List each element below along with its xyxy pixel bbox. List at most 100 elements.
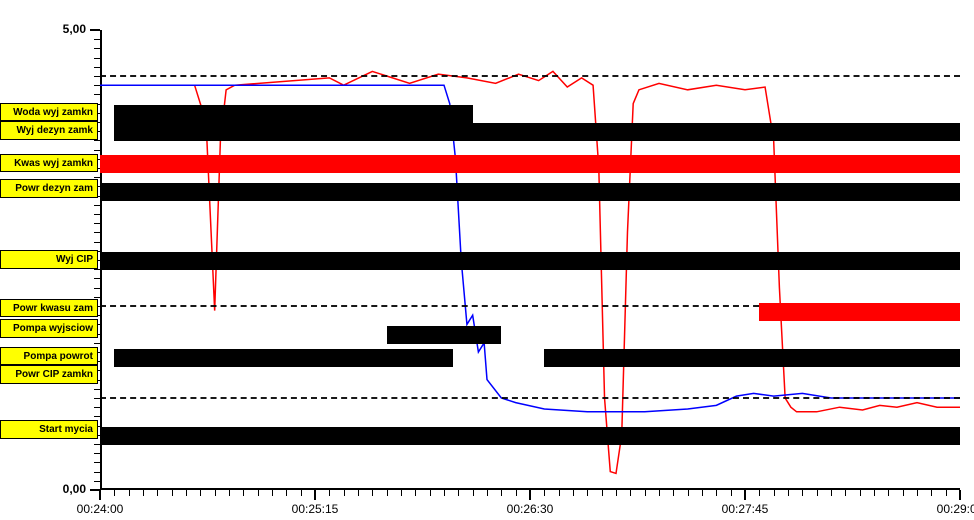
x-tick: [587, 490, 588, 496]
x-tick: [573, 490, 574, 496]
x-tick: [286, 490, 287, 496]
x-tick: [387, 490, 388, 496]
x-tick: [487, 490, 488, 496]
x-tick: [301, 490, 302, 496]
y-tick: [94, 214, 100, 215]
x-tick: [243, 490, 244, 496]
x-tick: [831, 490, 832, 496]
y-tick: [94, 58, 100, 59]
y-tick: [94, 177, 100, 178]
x-tick: [903, 490, 904, 496]
x-tick: [358, 490, 359, 496]
x-axis-label: 00:29:00: [937, 502, 974, 516]
x-tick: [845, 490, 846, 496]
x-tick: [931, 490, 932, 496]
x-tick-major: [314, 490, 316, 500]
y-tick: [94, 140, 100, 141]
y-tick: [94, 343, 100, 344]
x-tick: [186, 490, 187, 496]
x-tick: [817, 490, 818, 496]
x-tick: [774, 490, 775, 496]
x-tick: [401, 490, 402, 496]
x-tick: [516, 490, 517, 496]
x-tick: [172, 490, 173, 496]
x-tick: [200, 490, 201, 496]
x-tick: [559, 490, 560, 496]
x-tick-major: [99, 490, 101, 500]
y-axis-label: 5,00: [50, 22, 86, 36]
x-tick: [917, 490, 918, 496]
y-tick: [94, 223, 100, 224]
x-tick: [630, 490, 631, 496]
y-tick: [94, 278, 100, 279]
x-tick: [544, 490, 545, 496]
x-tick: [788, 490, 789, 496]
row-label: Powr CIP zamkn: [0, 365, 98, 383]
x-tick: [860, 490, 861, 496]
state-bar: [114, 349, 452, 367]
y-axis-label: 0,00: [50, 482, 86, 496]
state-bar: [114, 105, 472, 123]
row-label: Wyj CIP: [0, 250, 98, 268]
state-bar: [387, 326, 502, 344]
x-axis-label: 00:26:30: [507, 502, 554, 516]
x-tick: [673, 490, 674, 496]
x-tick: [802, 490, 803, 496]
x-tick: [143, 490, 144, 496]
row-label: Powr dezyn zam: [0, 179, 98, 197]
x-tick: [129, 490, 130, 496]
x-tick: [272, 490, 273, 496]
x-tick: [114, 490, 115, 496]
y-tick: [94, 453, 100, 454]
state-bar: [759, 303, 960, 321]
x-tick: [501, 490, 502, 496]
x-tick: [645, 490, 646, 496]
state-bar: [100, 427, 960, 445]
y-tick: [94, 416, 100, 417]
state-bar: [100, 155, 960, 173]
x-tick: [616, 490, 617, 496]
y-tick: [94, 150, 100, 151]
row-label: Wyj dezyn zamk: [0, 121, 98, 139]
x-tick: [602, 490, 603, 496]
y-tick-major: [90, 29, 100, 31]
x-tick: [702, 490, 703, 496]
y-tick: [94, 48, 100, 49]
x-tick: [215, 490, 216, 496]
x-tick: [329, 490, 330, 496]
x-tick: [430, 490, 431, 496]
x-tick: [444, 490, 445, 496]
y-tick: [94, 242, 100, 243]
y-tick: [94, 39, 100, 40]
x-tick: [888, 490, 889, 496]
row-label: Start mycia: [0, 420, 98, 438]
x-tick: [458, 490, 459, 496]
row-label: Kwas wyj zamkn: [0, 154, 98, 172]
x-tick: [874, 490, 875, 496]
x-tick: [415, 490, 416, 496]
x-tick-major: [529, 490, 531, 500]
x-tick: [659, 490, 660, 496]
x-tick-major: [959, 490, 961, 500]
y-tick: [94, 232, 100, 233]
y-tick: [94, 67, 100, 68]
y-tick: [94, 481, 100, 482]
x-tick: [344, 490, 345, 496]
gridline: [100, 397, 960, 399]
y-tick: [94, 389, 100, 390]
y-tick: [94, 472, 100, 473]
x-tick: [473, 490, 474, 496]
x-tick: [229, 490, 230, 496]
y-tick: [94, 288, 100, 289]
row-label: Powr kwasu zam: [0, 299, 98, 317]
state-bar: [544, 349, 960, 367]
y-tick: [94, 407, 100, 408]
x-tick-major: [744, 490, 746, 500]
x-tick: [759, 490, 760, 496]
x-tick: [688, 490, 689, 496]
state-bar: [100, 183, 960, 201]
row-label: Pompa powrot: [0, 347, 98, 365]
y-tick: [94, 76, 100, 77]
x-tick: [716, 490, 717, 496]
row-label: Pompa wyjsciow: [0, 319, 98, 337]
